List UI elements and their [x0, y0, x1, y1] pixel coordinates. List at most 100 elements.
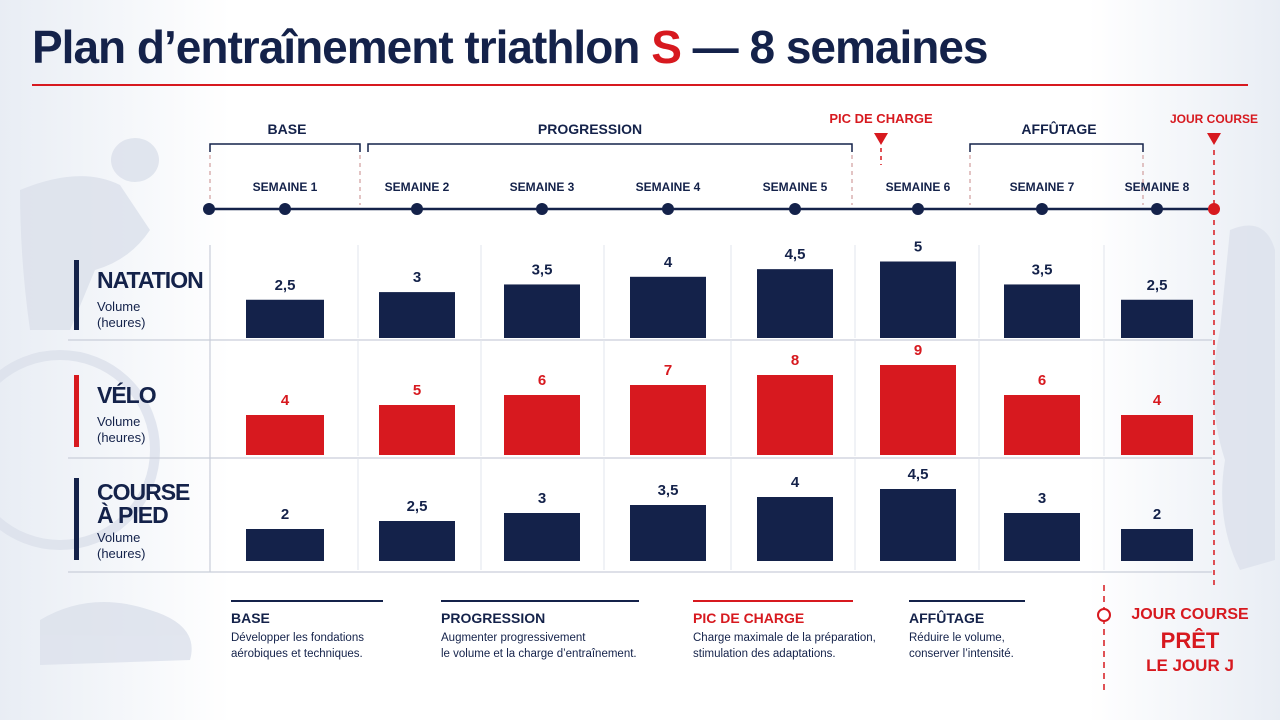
row-accent-bar [74, 478, 79, 560]
data-label: 5 [914, 239, 922, 256]
row-name-line-1: COURSE [97, 479, 190, 505]
data-label: 7 [664, 362, 672, 379]
bar-0-0 [246, 299, 324, 338]
phase-label-peak: PIC DE CHARGE [829, 111, 933, 126]
row-name-line-2: À PIED [97, 502, 169, 528]
peak-marker-icon [874, 133, 888, 145]
legend-title: PIC DE CHARGE [693, 610, 805, 626]
timeline-week-dot [536, 203, 548, 215]
phase-label-progression: PROGRESSION [537, 121, 643, 137]
week-label: SEMAINE 8 [1124, 180, 1190, 194]
bar-0-5 [880, 261, 956, 338]
timeline-week-dot [1036, 203, 1048, 215]
week-label: SEMAINE 1 [252, 180, 318, 194]
row-unit-line-2: (heures) [97, 430, 146, 445]
timeline-start-dot [203, 203, 215, 215]
data-label: 3 [413, 269, 421, 286]
title-accent: S [651, 21, 682, 73]
bar-0-7 [1121, 299, 1193, 338]
bar-0-1 [379, 292, 455, 338]
data-label: 4,5 [785, 246, 806, 263]
race-day-pin-icon [1097, 608, 1111, 622]
legend-rule [909, 600, 1025, 602]
legend-desc: Développer les fondations aérobiques et t… [231, 632, 364, 660]
bar-0-6 [1004, 284, 1080, 338]
week-label: SEMAINE 5 [762, 180, 828, 194]
bar-1-3 [630, 385, 706, 455]
data-label: 5 [413, 382, 421, 399]
phase-bracket-base [209, 143, 361, 152]
week-label: SEMAINE 7 [1009, 180, 1075, 194]
data-label: 3 [1038, 490, 1046, 507]
bar-1-6 [1004, 395, 1080, 455]
data-label: 3,5 [532, 261, 553, 278]
data-label: 2 [1153, 506, 1161, 523]
data-label: 2,5 [1147, 277, 1168, 294]
data-label: 4 [664, 254, 673, 271]
bar-1-0 [246, 415, 324, 455]
data-label: 4,5 [908, 466, 929, 483]
legend-desc: Réduire le volume, conserver l’intensité. [909, 632, 1014, 660]
swimmer-head-shape [111, 138, 159, 182]
data-label: 6 [1038, 372, 1046, 389]
bar-1-5 [880, 365, 956, 455]
bar-1-2 [504, 395, 580, 455]
timeline-week-dot [411, 203, 423, 215]
runner-shape [1213, 225, 1275, 570]
bar-0-4 [757, 269, 833, 338]
data-label: 2,5 [275, 277, 296, 294]
phase-label-base: BASE [267, 121, 307, 137]
timeline-week-dot [912, 203, 924, 215]
row-accent-bar [74, 260, 79, 330]
timeline-week-dot [279, 203, 291, 215]
race-day-marker [1097, 585, 1111, 693]
week-label: SEMAINE 6 [885, 180, 951, 194]
page-title: Plan d’entraînement triathlon S — 8 sema… [32, 21, 989, 73]
row-unit-line-1: Volume [97, 414, 141, 429]
race-day-subtitle: LE JOUR J [1146, 656, 1234, 675]
row-name: NATATION [97, 267, 204, 293]
data-label: 2 [281, 506, 289, 523]
data-label: 3 [538, 490, 546, 507]
bar-2-4 [757, 497, 833, 561]
cyclist-body-shape [20, 176, 150, 330]
bar-2-2 [504, 513, 580, 561]
week-label: SEMAINE 2 [384, 180, 450, 194]
week-label: SEMAINE 3 [509, 180, 575, 194]
data-label: 4 [281, 392, 290, 409]
bar-2-5 [880, 489, 956, 561]
bar-1-1 [379, 405, 455, 455]
week-label: SEMAINE 4 [635, 180, 701, 194]
data-label: 9 [914, 342, 922, 359]
data-label: 8 [791, 352, 799, 369]
legend-rule [441, 600, 639, 602]
race-day-box: JOUR COURSE PRÊT LE JOUR J [1105, 606, 1275, 676]
legend-desc: Augmenter progressivement le volume et la… [441, 632, 637, 660]
phase-bracket-taper [969, 143, 1144, 152]
bar-2-1 [379, 521, 455, 561]
legend-desc: Charge maximale de la préparation, stimul… [693, 632, 876, 660]
legend-title: BASE [231, 610, 270, 626]
shoe-shape [40, 602, 192, 665]
row-unit-line-1: Volume [97, 530, 141, 545]
bar-2-0 [246, 529, 324, 561]
legend-title: AFFÛTAGE [909, 610, 985, 626]
race-day-title: JOUR COURSE [1131, 606, 1249, 623]
row-unit-line-2: (heures) [97, 315, 146, 330]
timeline-race-dot [1208, 203, 1220, 215]
timeline-week-dot [1151, 203, 1163, 215]
phase-label-race: JOUR COURSE [1169, 112, 1259, 126]
bike-wheel-shape [0, 350, 160, 550]
legend-title: PROGRESSION [441, 610, 546, 626]
data-label: 4 [1153, 392, 1162, 409]
timeline-week-dot [662, 203, 674, 215]
title-underline [32, 84, 1248, 86]
data-label: 2,5 [407, 498, 428, 515]
data-label: 3,5 [658, 482, 679, 499]
bar-1-7 [1121, 415, 1193, 455]
data-label: 6 [538, 372, 546, 389]
